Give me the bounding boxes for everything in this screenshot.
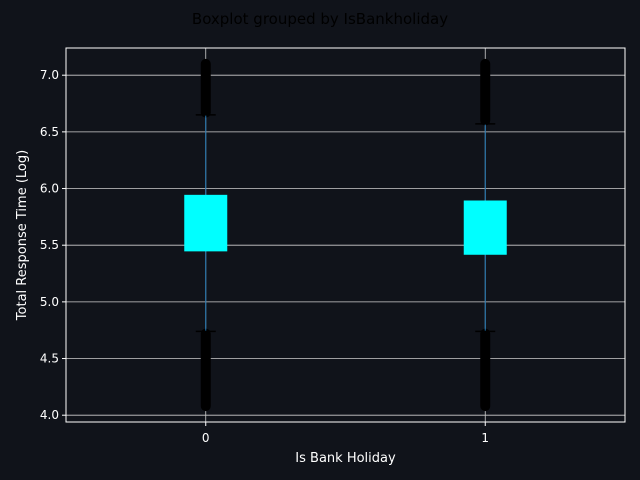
- y-tick-label: 4.0: [40, 408, 59, 422]
- y-tick-label: 4.5: [40, 352, 59, 366]
- boxes: [184, 58, 507, 412]
- y-tick-label: 6.5: [40, 125, 59, 139]
- box-group: [463, 58, 507, 412]
- x-tick-label: 0: [202, 431, 210, 445]
- ticks: 4.0 4.5 5.0 5.5 6.0 6.5 7.0 0 1: [40, 68, 489, 445]
- y-tick-label: 5.5: [40, 238, 59, 252]
- chart-title: Boxplot grouped by IsBankholiday: [192, 10, 448, 28]
- x-axis-label: Is Bank Holiday: [295, 451, 396, 466]
- y-tick-label: 5.0: [40, 295, 59, 309]
- axes-frame: [65, 47, 626, 423]
- box-group: [184, 58, 228, 412]
- y-tick-label: 7.0: [40, 68, 59, 82]
- y-tick-label: 6.0: [40, 182, 59, 196]
- box-iqr: [463, 200, 507, 255]
- y-axis-label: Total Response Time (Log): [15, 150, 30, 321]
- grid: [66, 48, 625, 422]
- x-tick-label: 1: [481, 431, 489, 445]
